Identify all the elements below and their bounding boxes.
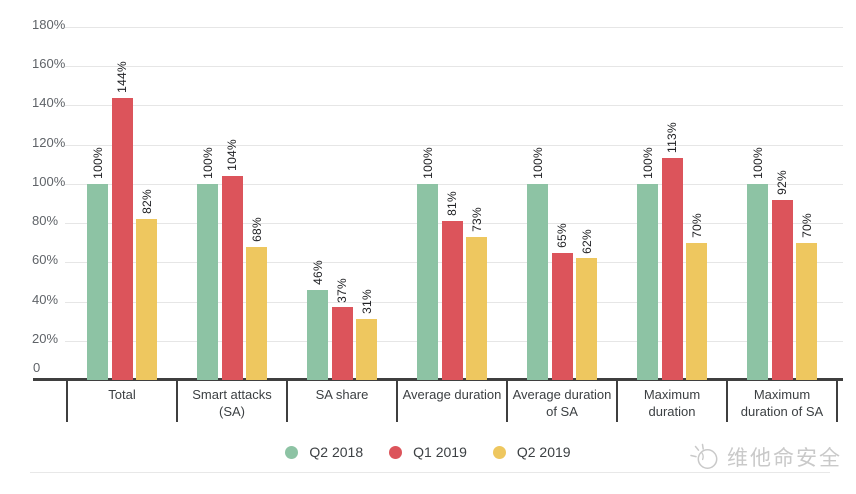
- legend-item: Q2 2019: [492, 444, 571, 460]
- y-axis-tick-label: 160%: [32, 56, 66, 72]
- bar-value-label: 46%: [310, 259, 325, 285]
- bottom-separator: [30, 472, 830, 473]
- bar-value-label: 100%: [420, 146, 435, 179]
- legend-label: Q2 2018: [309, 444, 364, 460]
- bar: [576, 258, 597, 380]
- category-divider: [836, 380, 838, 422]
- legend-swatch: [389, 445, 403, 459]
- bar-value-label: 100%: [90, 146, 105, 179]
- category-divider: [66, 380, 68, 422]
- bar: [466, 236, 487, 380]
- category-label-line: duration of SA: [740, 404, 824, 419]
- bar-value-label: 104%: [225, 139, 239, 172]
- y-axis-tick-label: 20%: [32, 330, 59, 346]
- y-axis-tick-label: 120%: [32, 134, 66, 150]
- x-axis-line: [33, 378, 843, 381]
- chart-legend: Q2 2018 Q1 2019 Q2 2019: [0, 444, 856, 460]
- category-label-line: duration: [648, 404, 696, 419]
- bar-value-label: 82%: [139, 189, 154, 215]
- category-divider: [506, 380, 508, 422]
- category-label-line: Average duration: [512, 387, 612, 402]
- grid-line: [65, 144, 843, 146]
- legend-swatch: [492, 445, 506, 459]
- category-label-line: Maximum: [753, 387, 811, 402]
- category-divider: [726, 380, 728, 422]
- bar-value-label: 70%: [799, 212, 814, 238]
- bar-value-label: 68%: [249, 216, 264, 242]
- category-label: Smart attacks (SA): [177, 386, 287, 420]
- bar: [221, 176, 243, 380]
- bar: [551, 252, 573, 380]
- bar-value-label: 113%: [665, 122, 679, 154]
- y-axis-tick-label: 140%: [32, 95, 66, 111]
- category-divider: [176, 380, 178, 422]
- y-axis-zero-label: 0: [33, 360, 41, 375]
- grid-line: [65, 183, 843, 185]
- bar-value-label: 81%: [445, 191, 459, 217]
- bar: [771, 199, 793, 380]
- watermark-text: 维他命安全: [727, 447, 842, 470]
- watermark: 维他命安全: [689, 442, 842, 472]
- bar-value-label: 31%: [359, 289, 374, 315]
- category-label: Maximum duration: [617, 386, 727, 420]
- bar-value-label: 65%: [555, 222, 569, 248]
- bar-value-label: 92%: [775, 169, 789, 195]
- bar: [111, 97, 133, 380]
- bar: [356, 319, 377, 380]
- y-axis-tick-label: 60%: [32, 252, 59, 268]
- category-label: SA share: [287, 386, 397, 403]
- bar-value-label: 73%: [469, 206, 484, 232]
- bar-value-label: 100%: [200, 146, 215, 179]
- category-label: Average duration: [397, 386, 507, 403]
- category-divider: [616, 380, 618, 422]
- bar-value-label: 100%: [750, 146, 765, 179]
- category-label-line: Average duration: [402, 387, 502, 402]
- bar: [331, 307, 353, 380]
- category-label-line: Total: [108, 387, 136, 402]
- bar-value-label: 100%: [640, 146, 655, 179]
- bar: [136, 219, 157, 380]
- bar-value-label: 70%: [689, 212, 704, 238]
- bar: [197, 183, 218, 380]
- bar-value-label: 62%: [579, 228, 594, 254]
- category-label: Average duration of SA: [507, 386, 617, 420]
- bar-value-label: 37%: [335, 277, 349, 303]
- megaphone-icon: [690, 443, 718, 469]
- category-label-line: of SA: [546, 404, 578, 419]
- category-label: Maximum duration of SA: [727, 386, 837, 420]
- legend-label: Q2 2019: [516, 444, 571, 460]
- category-divider: [286, 380, 288, 422]
- bar: [246, 246, 267, 380]
- bar-value-label: 144%: [115, 60, 129, 93]
- bar: [796, 242, 817, 380]
- category-divider: [396, 380, 398, 422]
- category-label: Total: [67, 386, 177, 403]
- y-axis-tick-label: 180%: [32, 17, 66, 32]
- legend-label: Q1 2019: [413, 444, 467, 460]
- bar: [686, 242, 707, 380]
- bar: [307, 289, 328, 380]
- legend-item: Q2 2018: [285, 444, 363, 460]
- y-axis-tick-label: 80%: [32, 213, 59, 229]
- y-axis-tick-label: 40%: [32, 291, 59, 307]
- bar: [637, 183, 658, 380]
- bar: [87, 183, 108, 380]
- category-label-line: Smart attacks: [192, 387, 272, 402]
- category-label-line: (SA): [219, 404, 245, 419]
- grid-line: [65, 27, 843, 28]
- grid-line: [65, 105, 843, 107]
- category-label-line: SA share: [315, 387, 369, 402]
- bar-value-label: 100%: [530, 146, 545, 179]
- legend-swatch: [285, 445, 299, 459]
- bar: [441, 221, 463, 380]
- grid-line: [65, 66, 843, 68]
- bar: [527, 183, 548, 380]
- bar: [747, 183, 768, 380]
- category-label-line: Maximum: [643, 387, 701, 402]
- legend-item: Q1 2019: [389, 444, 467, 460]
- y-axis-tick-label: 100%: [32, 173, 66, 189]
- bar: [417, 183, 438, 380]
- bar: [661, 158, 683, 380]
